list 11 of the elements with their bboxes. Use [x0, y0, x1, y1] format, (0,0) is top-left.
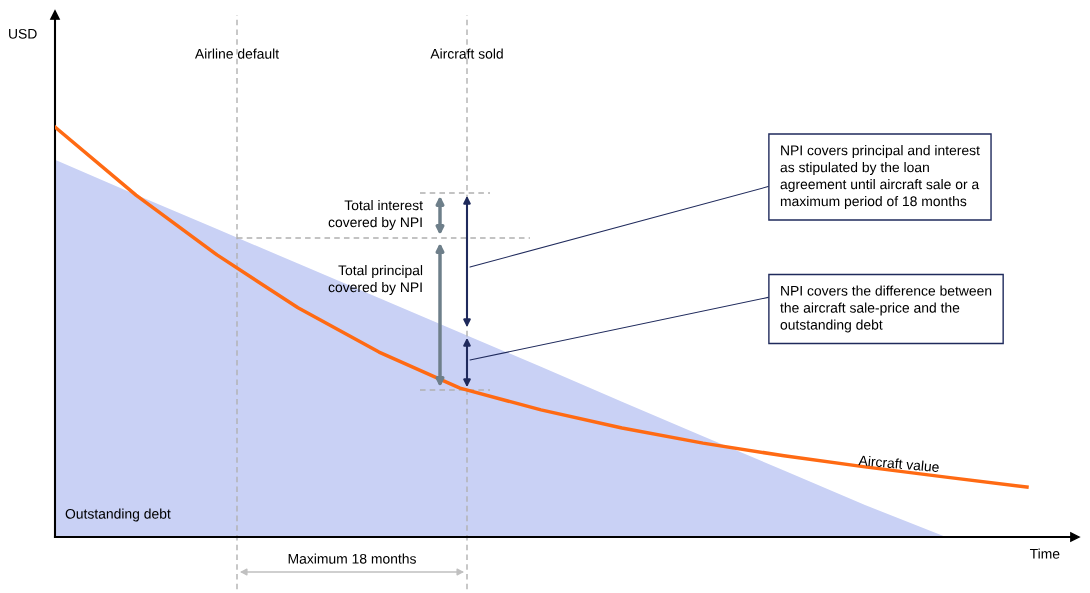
annotation: NPI covers the difference between the aircraft sale-price and the outstanding debt	[780, 285, 992, 333]
text: Maximum 18 months	[288, 553, 416, 564]
text: Aircraft sold	[430, 48, 503, 59]
text: USD	[9, 28, 37, 39]
series-label: Aircraft value	[858, 455, 940, 473]
annotation: Total interest covered by NPI	[328, 200, 423, 230]
x-axis-title: Time	[1029, 548, 1060, 559]
annotation: NPI covers principal and interest as stipulated by the loan agreement until aircraft sale or a maximum period of 18 months	[780, 145, 980, 209]
text: Airline default	[194, 48, 279, 59]
series-label: Outstanding debt	[65, 508, 171, 522]
annotation: Total principal covered by NPI	[328, 265, 423, 295]
